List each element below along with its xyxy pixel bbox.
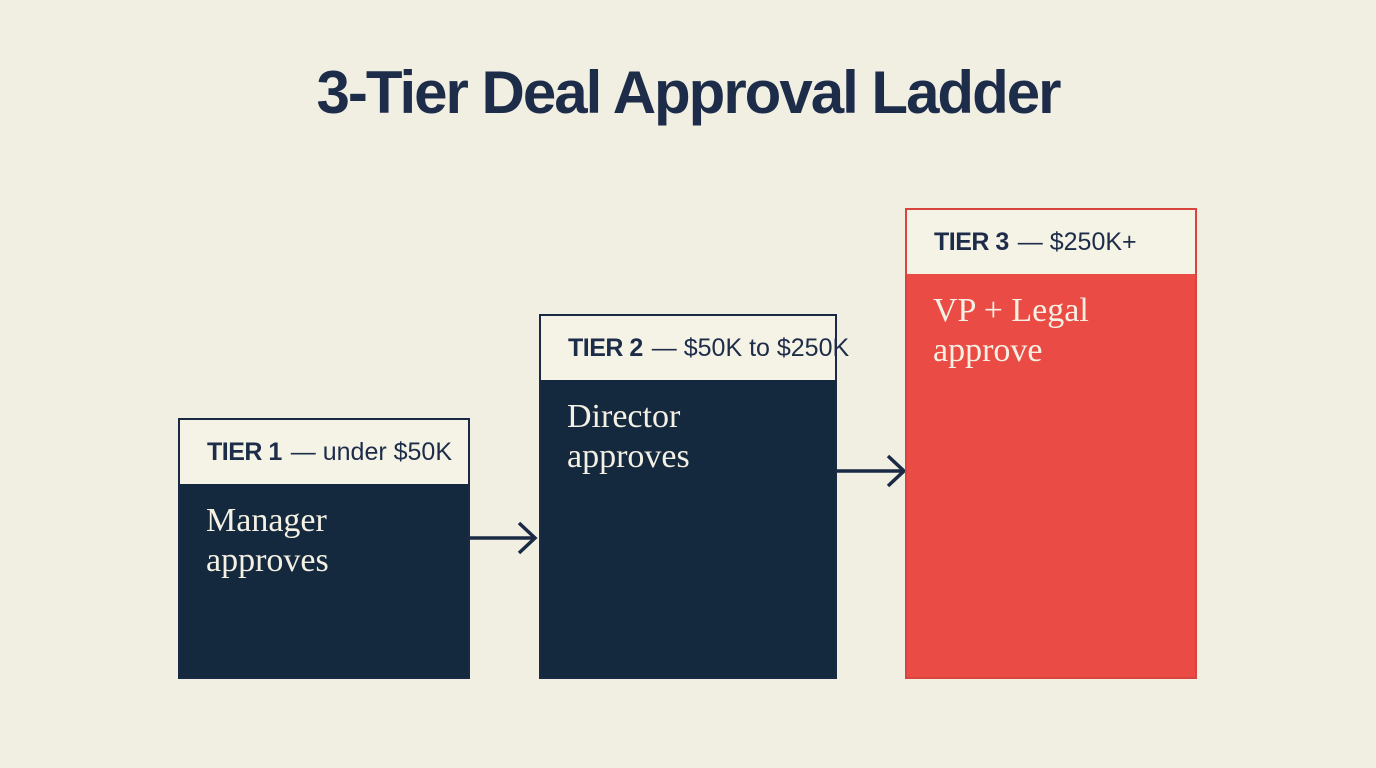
diagram-title: 3-Tier Deal Approval Ladder [316, 59, 1062, 126]
tier-1-box: TIER 1 — under $50K Manager approves [178, 418, 470, 679]
tier-3-approver: VP + Legal approve [907, 274, 1195, 677]
tier-2-approver: Director approves [541, 380, 835, 677]
tier-3-box: TIER 3 — $250K+ VP + Legal approve [905, 208, 1197, 679]
tier-2-header: TIER 2 — $50K to $250K [541, 316, 849, 380]
arrow-tier1-to-tier2-icon [467, 521, 538, 555]
arrow-tier2-to-tier3-icon [836, 454, 907, 488]
tier-3-header: TIER 3 — $250K+ [907, 210, 1195, 274]
tier-3-label: TIER 3 [934, 227, 1009, 256]
tier-2-label: TIER 2 [568, 333, 643, 362]
tier-1-header: TIER 1 — under $50K [180, 420, 468, 484]
tier-1-range: — under $50K [290, 437, 453, 466]
tier-3-range: — $250K+ [1017, 227, 1137, 256]
tier-1-approver: Manager approves [180, 484, 468, 677]
tier-1-label: TIER 1 [207, 437, 282, 466]
tier-2-range: — $50K to $250K [651, 333, 850, 362]
tier-2-box: TIER 2 — $50K to $250K Director approves [539, 314, 849, 679]
